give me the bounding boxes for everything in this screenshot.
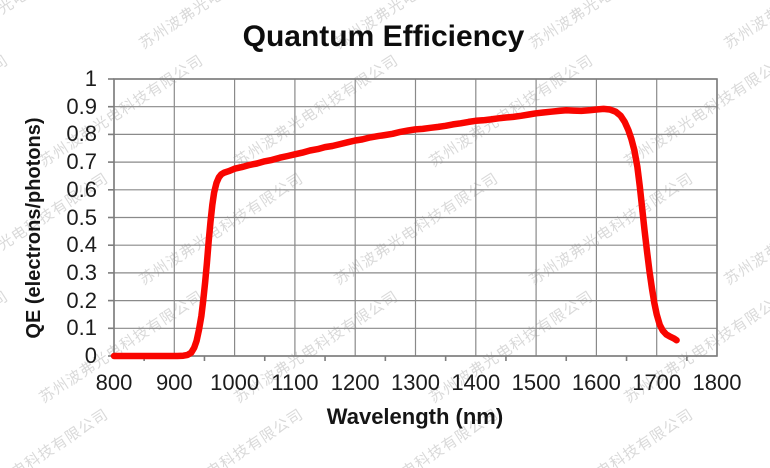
y-tick-label: 0.4 [66, 232, 97, 258]
y-tick-label: 0.9 [66, 93, 97, 119]
y-tick-label: 0 [84, 343, 97, 368]
x-tick-label: 1300 [391, 370, 440, 395]
y-tick-label: 0.8 [66, 121, 97, 147]
x-tick-label: 1700 [632, 370, 682, 395]
qe-curve [110, 105, 680, 360]
x-tick-label: 800 [95, 370, 133, 395]
x-tick-label: 1600 [571, 370, 621, 395]
x-axis-title: Wavelength (nm) [326, 404, 504, 429]
x-tick-label: 1500 [511, 370, 561, 395]
y-tick-label: 1 [84, 66, 97, 91]
x-tick-label: 1000 [210, 370, 260, 395]
y-tick-label: 0.2 [66, 287, 97, 313]
y-tick-label: 0.5 [66, 204, 97, 230]
y-tick-label: 0.1 [66, 315, 97, 341]
chart-title: Quantum Efficiency [242, 20, 525, 53]
x-tick-label: 1100 [271, 370, 319, 395]
y-tick-label: 0.7 [66, 149, 97, 175]
x-tick-label: 1400 [451, 370, 501, 395]
y-tick-label: 0.3 [66, 259, 97, 285]
x-tick-label: 1200 [330, 370, 380, 395]
x-tick-label: 1800 [692, 370, 742, 395]
y-tick-label: 0.6 [66, 176, 97, 202]
x-tick-label: 900 [155, 370, 193, 395]
